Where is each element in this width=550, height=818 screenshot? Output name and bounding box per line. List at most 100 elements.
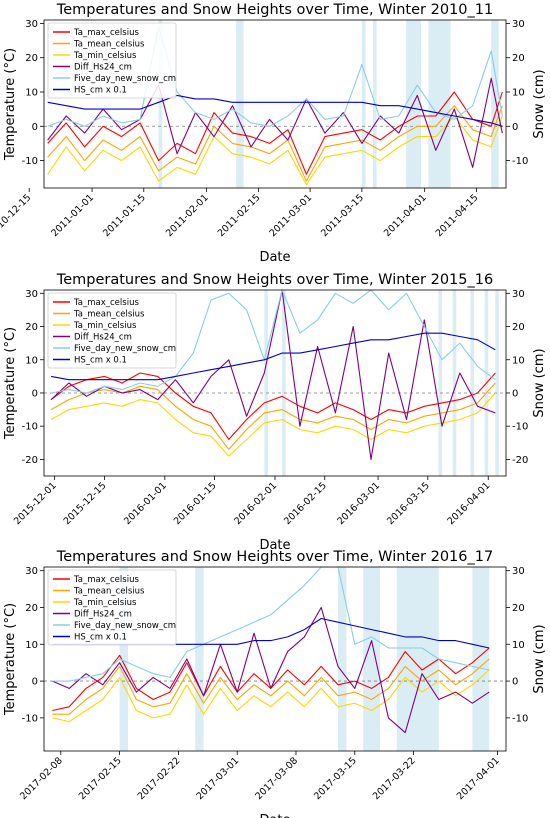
legend-entry: Five_day_new_snow_cm: [74, 344, 176, 354]
y-tick-label: 10: [25, 88, 38, 99]
x-tick-label: 2016-02-01: [232, 480, 279, 527]
x-tick-label: 2011-04-15: [434, 192, 481, 239]
y-tick-label: -10: [22, 422, 38, 433]
y-tick-label: 0: [32, 677, 38, 688]
x-tick-label: 2016-01-01: [122, 480, 169, 527]
legend: Ta_max_celsius Ta_mean_celsiusTa_min_cels…: [48, 570, 176, 645]
highlight-span: [472, 567, 489, 751]
y2-tick-label: 30: [512, 566, 525, 577]
legend-entry: Diff_Hs24_cm: [74, 333, 132, 343]
legend-entry: Ta_min_celsius: [73, 321, 137, 331]
legend-entry: HS_cm x 0.1: [74, 356, 127, 366]
highlight-span: [195, 567, 203, 751]
y-tick-label: 20: [25, 603, 38, 614]
y2-tick-label: -10: [512, 713, 528, 724]
chart-1: Temperatures and Snow Heights over Time,…: [0, 2, 547, 265]
x-tick-label: 2017-03-22: [371, 755, 418, 802]
y-tick-label: 30: [25, 289, 38, 300]
highlight-span: [470, 290, 474, 476]
y2-axis-label: Snow (cm): [532, 348, 547, 417]
y2-tick-label: 20: [512, 322, 525, 333]
y2-tick-label: 0: [512, 122, 518, 133]
highlight-span: [428, 20, 450, 188]
x-tick-label: 2017-03-01: [194, 755, 241, 802]
x-tick-label: 2011-03-15: [319, 192, 366, 239]
x-tick-label: 2017-02-15: [77, 755, 124, 802]
legend-entry: Ta_min_celsius: [73, 51, 137, 61]
highlight-span: [491, 20, 498, 188]
x-tick-label: 2015-12-01: [12, 480, 59, 527]
y-tick-label: 30: [25, 566, 38, 577]
chart-3: Temperatures and Snow Heights over Time,…: [3, 549, 547, 818]
highlight-span: [236, 20, 243, 188]
legend-entry: HS_cm x 0.1: [74, 633, 127, 643]
highlight-span: [338, 567, 346, 751]
highlight-span: [363, 567, 380, 751]
y2-tick-label: -10: [512, 422, 528, 433]
highlight-span: [282, 290, 286, 476]
x-tick-label: 2010-12-15: [0, 192, 33, 239]
legend-entry: Ta_max_celsius: [73, 575, 139, 585]
x-tick-label: 2016-01-15: [172, 480, 219, 527]
y-tick-label: 0: [32, 388, 38, 399]
legend-entry: Ta_min_celsius: [73, 598, 137, 608]
y-tick-label: -10: [22, 156, 38, 167]
y2-tick-label: 20: [512, 53, 525, 64]
series-line: [51, 373, 495, 440]
x-axis-label: Date: [259, 813, 290, 818]
highlight-span: [264, 290, 268, 476]
y-axis-label: Temperature (°C): [3, 603, 18, 716]
x-tick-label: 2011-01-15: [101, 192, 148, 239]
y2-axis-label: Snow (cm): [532, 624, 547, 693]
y-tick-label: -10: [22, 713, 38, 724]
y2-tick-label: 0: [512, 388, 518, 399]
legend: Ta_max_celsius Ta_mean_celsiusTa_min_cels…: [48, 293, 176, 368]
chart-title: Temperatures and Snow Heights over Time,…: [56, 2, 493, 18]
x-tick-label: 2016-04-01: [446, 480, 493, 527]
legend-entry: HS_cm x 0.1: [74, 86, 127, 96]
y2-tick-label: -20: [512, 455, 528, 466]
x-tick-label: 2011-02-01: [164, 192, 211, 239]
y2-tick-label: 10: [512, 355, 525, 366]
x-tick-label: 2017-03-08: [253, 755, 300, 802]
x-tick-label: 2011-02-15: [216, 192, 263, 239]
highlight-span: [453, 290, 457, 476]
y-tick-label: 10: [25, 355, 38, 366]
x-tick-label: 2015-12-15: [62, 480, 109, 527]
y2-tick-label: 10: [512, 640, 525, 651]
chart-title: Temperatures and Snow Heights over Time,…: [56, 549, 493, 565]
y2-tick-label: 0: [512, 677, 518, 688]
legend-entry: Five_day_new_snow_cm: [74, 74, 176, 84]
legend-entry: Ta_mean_celsius: [73, 40, 145, 50]
y-tick-label: 30: [25, 19, 38, 30]
y2-tick-label: -10: [512, 156, 528, 167]
series-line: [51, 393, 495, 456]
y2-tick-label: 30: [512, 19, 525, 30]
legend-entry: Five_day_new_snow_cm: [74, 621, 176, 631]
legend-entry: Ta_mean_celsius: [73, 587, 145, 597]
y2-tick-label: 30: [512, 289, 525, 300]
chart-title: Temperatures and Snow Heights over Time,…: [56, 272, 493, 288]
legend-entry: Ta_max_celsius: [73, 298, 139, 308]
x-tick-label: 2017-04-01: [455, 755, 502, 802]
highlight-span: [397, 567, 439, 751]
x-tick-label: 2011-03-01: [267, 192, 314, 239]
y2-tick-label: 10: [512, 88, 525, 99]
legend-entry: Diff_Hs24_cm: [74, 610, 132, 620]
x-tick-label: 2017-02-22: [136, 755, 183, 802]
y-tick-label: 10: [25, 640, 38, 651]
x-axis-label: Date: [259, 250, 290, 265]
highlight-span: [362, 20, 366, 188]
legend-entry: Ta_max_celsius: [73, 28, 139, 38]
y2-tick-label: 20: [512, 603, 525, 614]
y-axis-label: Temperature (°C): [3, 48, 18, 161]
x-tick-label: 2011-01-01: [49, 192, 96, 239]
y-tick-label: 20: [25, 322, 38, 333]
y-tick-label: -20: [22, 455, 38, 466]
x-tick-label: 2017-03-15: [312, 755, 359, 802]
highlight-span: [495, 290, 499, 476]
x-tick-label: 2016-03-01: [335, 480, 382, 527]
x-tick-label: 2011-04-01: [382, 192, 429, 239]
y-tick-label: 20: [25, 53, 38, 64]
